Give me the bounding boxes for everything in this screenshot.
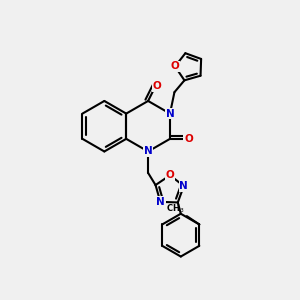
- Text: O: O: [184, 134, 193, 144]
- Text: O: O: [166, 170, 174, 180]
- Text: N: N: [166, 109, 174, 118]
- Text: CH$_3$: CH$_3$: [166, 202, 184, 214]
- Text: N: N: [144, 146, 152, 157]
- Text: N: N: [179, 181, 188, 191]
- Text: O: O: [153, 81, 161, 91]
- Text: O: O: [171, 61, 179, 71]
- Text: N: N: [156, 197, 165, 207]
